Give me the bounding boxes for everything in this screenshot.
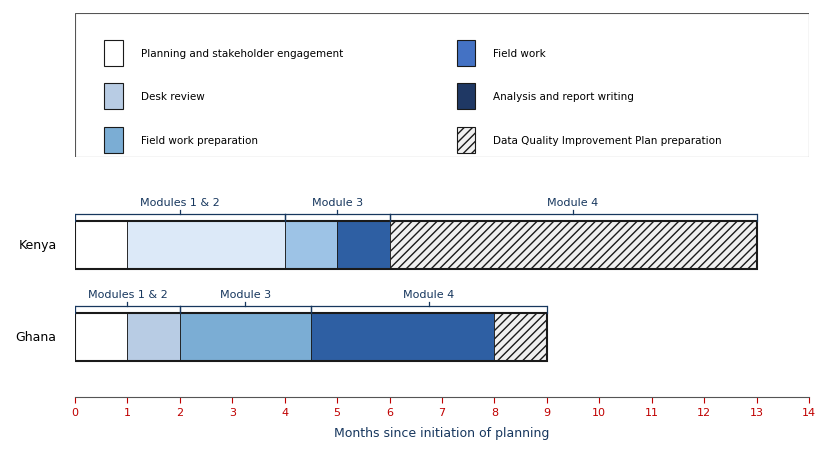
- Text: Ghana: Ghana: [16, 331, 57, 344]
- Text: Kenya: Kenya: [18, 239, 57, 252]
- Bar: [389, 221, 756, 269]
- Bar: [75, 313, 547, 361]
- Text: Modules 1 & 2: Modules 1 & 2: [140, 197, 220, 207]
- Text: Planning and stakeholder engagement: Planning and stakeholder engagement: [141, 49, 344, 59]
- Text: Field work preparation: Field work preparation: [141, 136, 258, 146]
- Bar: [75, 313, 128, 361]
- Text: Module 4: Module 4: [547, 197, 599, 207]
- Bar: [104, 128, 123, 153]
- Text: Field work: Field work: [494, 49, 546, 59]
- Bar: [495, 313, 547, 361]
- Bar: [311, 313, 495, 361]
- Text: Module 3: Module 3: [312, 197, 363, 207]
- Bar: [180, 313, 311, 361]
- Bar: [457, 128, 475, 153]
- Text: Module 3: Module 3: [220, 290, 271, 299]
- Text: Modules 1 & 2: Modules 1 & 2: [88, 290, 168, 299]
- Bar: [457, 84, 475, 110]
- Bar: [104, 84, 123, 110]
- Bar: [75, 221, 128, 269]
- Bar: [284, 221, 337, 269]
- Bar: [128, 313, 180, 361]
- Bar: [128, 221, 284, 269]
- Bar: [457, 41, 475, 67]
- Text: Data Quality Improvement Plan preparation: Data Quality Improvement Plan preparatio…: [494, 136, 722, 146]
- Text: Module 4: Module 4: [404, 290, 455, 299]
- Text: Desk review: Desk review: [141, 92, 205, 102]
- Bar: [75, 221, 756, 269]
- Bar: [104, 41, 123, 67]
- Text: Analysis and report writing: Analysis and report writing: [494, 92, 635, 102]
- Bar: [337, 221, 389, 269]
- X-axis label: Months since initiation of planning: Months since initiation of planning: [334, 426, 550, 438]
